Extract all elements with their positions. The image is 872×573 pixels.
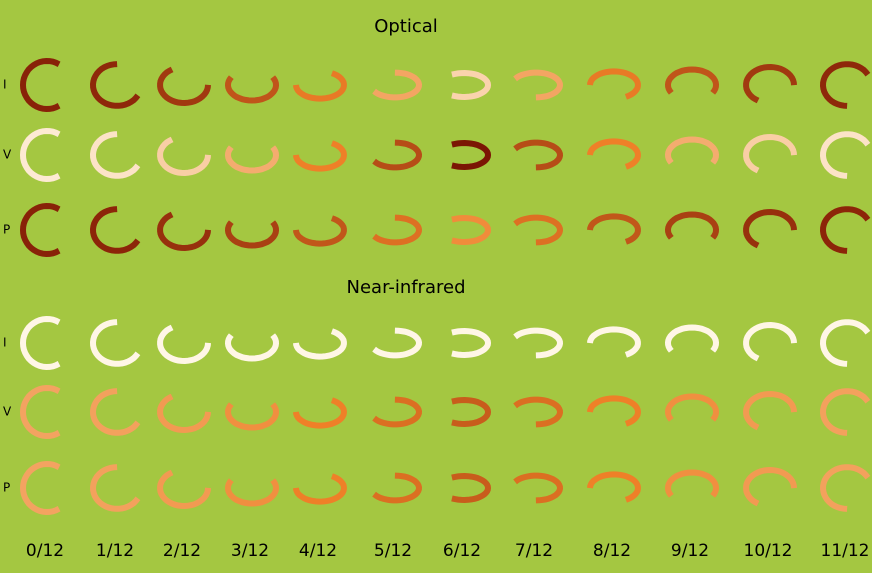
arc-image	[89, 388, 141, 436]
arc-image	[819, 388, 871, 436]
arc-image	[224, 333, 280, 362]
arc-image	[819, 319, 871, 367]
section-title: Near-infrared	[347, 277, 466, 298]
arc-image	[513, 214, 564, 246]
arc-image	[819, 61, 871, 109]
arc-image	[224, 478, 280, 507]
arc-image	[587, 138, 641, 170]
arc-image	[224, 402, 280, 431]
column-label: 7/12	[515, 541, 553, 561]
row-label: V	[3, 148, 12, 162]
arc-image	[451, 214, 492, 246]
arc-image	[224, 145, 280, 174]
arc-image	[157, 136, 211, 177]
arc-image	[372, 396, 423, 428]
arc-image	[451, 472, 492, 504]
arc-image	[513, 69, 564, 101]
arc-image	[293, 215, 347, 247]
arc-image	[587, 68, 641, 100]
section-title: Optical	[374, 16, 438, 37]
arc-image	[587, 471, 641, 503]
arc-image	[743, 63, 797, 104]
arc-image	[19, 202, 61, 258]
arc-image	[743, 390, 797, 431]
arc-image	[293, 140, 347, 172]
arc-image	[224, 220, 280, 249]
arc-image	[664, 324, 720, 353]
arc-image	[513, 472, 564, 504]
row-label: P	[3, 223, 10, 237]
arc-image	[587, 395, 641, 427]
arc-image	[451, 396, 492, 428]
arc-image	[293, 328, 347, 360]
arc-image	[89, 61, 141, 109]
arc-image	[664, 211, 720, 240]
arc-image	[743, 133, 797, 174]
arc-image	[451, 327, 492, 359]
arc-image	[89, 319, 141, 367]
column-label: 8/12	[593, 541, 631, 561]
arc-image	[451, 69, 492, 101]
arc-image	[664, 393, 720, 422]
arc-image	[224, 75, 280, 104]
arc-image	[664, 66, 720, 95]
row-label: I	[3, 336, 7, 350]
arc-image	[293, 397, 347, 429]
arc-image	[451, 139, 492, 171]
arc-image	[819, 464, 871, 512]
column-label: 3/12	[231, 541, 269, 561]
arc-image	[19, 57, 61, 113]
arc-image	[819, 206, 871, 254]
arc-image	[89, 206, 141, 254]
arc-image	[157, 324, 211, 365]
arc-image	[157, 211, 211, 252]
arc-image	[372, 327, 423, 359]
arc-image	[157, 66, 211, 107]
column-label: 4/12	[299, 541, 337, 561]
row-label: V	[3, 405, 12, 419]
column-label: 2/12	[163, 541, 201, 561]
column-label: 10/12	[744, 541, 793, 561]
column-label: 1/12	[96, 541, 134, 561]
arc-image	[372, 139, 423, 171]
arc-image	[157, 393, 211, 434]
arc-image	[19, 127, 61, 183]
arc-image	[19, 384, 61, 440]
column-label: 5/12	[374, 541, 412, 561]
arc-image	[513, 139, 564, 171]
arc-image	[664, 136, 720, 165]
column-label: 9/12	[671, 541, 709, 561]
arc-image	[19, 315, 61, 371]
arc-image	[293, 473, 347, 505]
arc-image	[19, 460, 61, 516]
arc-image	[89, 131, 141, 179]
arc-image	[293, 70, 347, 102]
column-label: 0/12	[26, 541, 64, 561]
arc-image	[819, 131, 871, 179]
arc-image	[743, 466, 797, 507]
arc-image	[587, 326, 641, 358]
arc-image	[372, 214, 423, 246]
arc-image	[743, 321, 797, 362]
column-label: 11/12	[821, 541, 870, 561]
arc-image	[664, 469, 720, 498]
row-label: I	[3, 78, 7, 92]
arc-image	[89, 464, 141, 512]
arc-image	[587, 213, 641, 245]
column-label: 6/12	[443, 541, 481, 561]
arc-image	[372, 472, 423, 504]
arc-image	[372, 69, 423, 101]
arc-image	[157, 469, 211, 510]
arc-image	[513, 396, 564, 428]
arc-image	[743, 208, 797, 249]
arc-image	[513, 327, 564, 359]
row-label: P	[3, 481, 10, 495]
